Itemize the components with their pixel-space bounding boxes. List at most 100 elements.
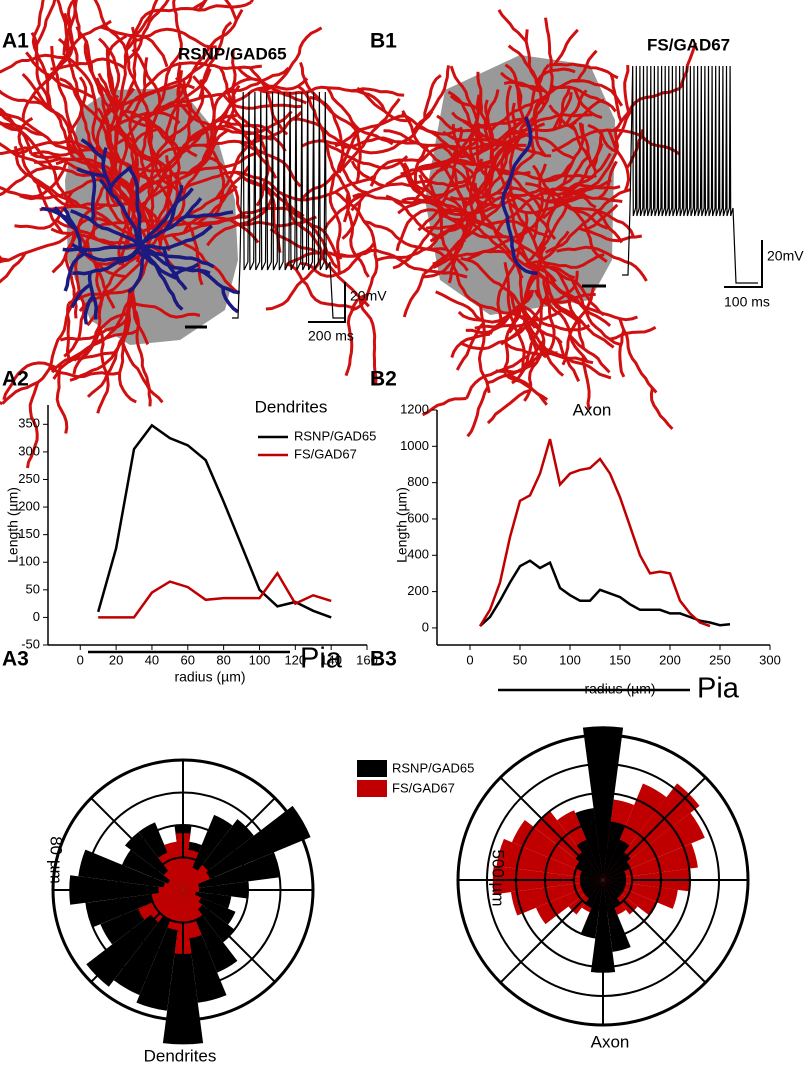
neurite <box>236 66 307 105</box>
rose-sector <box>183 805 311 890</box>
neurite <box>2 361 57 401</box>
panel-label: A2 <box>2 368 29 391</box>
neurite <box>127 248 147 294</box>
x-axis-label: radius (µm) <box>174 669 245 685</box>
polar-spoke <box>90 797 161 868</box>
x-tick-label: 100 <box>249 652 271 667</box>
neurite <box>553 28 579 66</box>
neurite <box>33 0 57 49</box>
neurite <box>541 270 579 303</box>
rose-sector <box>150 890 183 903</box>
neurite <box>91 178 110 237</box>
neurite <box>55 363 69 434</box>
neurite <box>411 65 451 134</box>
neurite <box>623 65 631 113</box>
neurite <box>0 146 31 155</box>
neurite <box>128 168 143 246</box>
neurite <box>402 273 426 318</box>
y-tick-label: 250 <box>18 471 40 486</box>
neurite <box>72 0 82 39</box>
neurite <box>570 279 621 346</box>
neurite <box>352 193 442 205</box>
panel-label: A1 <box>2 30 29 53</box>
neurite <box>139 224 214 250</box>
neurite <box>337 163 369 195</box>
neurite <box>618 329 626 378</box>
a1-scale-t: 200 ms <box>308 328 354 344</box>
neurite <box>413 144 430 185</box>
neurite <box>392 207 459 270</box>
neurite <box>358 297 378 384</box>
y-tick-label: -50 <box>21 636 40 651</box>
neurite <box>573 87 603 120</box>
rose-sector <box>585 880 603 907</box>
neurite <box>329 249 468 279</box>
neurite <box>423 74 442 119</box>
neurite <box>501 116 533 241</box>
legend-swatch <box>357 760 387 777</box>
neurite <box>429 187 543 243</box>
neurite <box>158 66 290 110</box>
neurite <box>558 185 623 203</box>
neurite <box>337 128 362 174</box>
rose-sector <box>584 880 603 899</box>
neurite <box>597 160 618 200</box>
neurite <box>180 111 303 152</box>
neurite <box>185 210 234 219</box>
neurite <box>299 61 362 183</box>
rose-sector <box>580 880 603 889</box>
rose-sector <box>183 890 203 920</box>
neurite <box>325 142 409 170</box>
neurite <box>523 253 605 269</box>
neurite <box>170 61 182 146</box>
neurite <box>555 270 586 350</box>
neurite <box>350 182 415 212</box>
neurite <box>26 381 40 469</box>
x-tick-label: 120 <box>284 652 306 667</box>
neurite <box>385 194 444 240</box>
y-tick-label: 1000 <box>400 438 429 453</box>
neurite <box>86 289 133 398</box>
rose-sector <box>603 877 627 883</box>
neurite <box>90 173 97 222</box>
neurite <box>466 386 490 438</box>
rose-sector <box>603 880 621 907</box>
neurite <box>55 157 150 243</box>
rose-sector <box>183 890 203 910</box>
neurite <box>138 244 184 311</box>
polar-spoke <box>499 776 584 861</box>
a1-title: RSNP/GAD65 <box>178 44 287 63</box>
neurite <box>508 189 587 215</box>
neurite <box>495 233 605 317</box>
neurite <box>412 158 531 204</box>
x-tick-label: 0 <box>77 652 84 667</box>
neurite <box>147 0 183 119</box>
rose-sector <box>183 867 198 890</box>
y-tick-label: 200 <box>407 583 429 598</box>
rose-sector <box>183 887 200 893</box>
neurite <box>100 25 169 68</box>
bottom-label: Axon <box>591 1032 630 1051</box>
neurite <box>556 338 581 382</box>
x-tick-label: 250 <box>709 652 731 667</box>
neurite <box>203 143 226 216</box>
rose-sector <box>138 890 183 920</box>
rose-sector <box>164 841 183 890</box>
panel-label: A3 <box>2 648 29 671</box>
neurite <box>96 107 116 184</box>
neurite <box>560 201 609 230</box>
neurite <box>285 262 357 310</box>
neurite <box>486 388 531 425</box>
neurite <box>569 334 611 374</box>
neurite <box>524 29 550 96</box>
x-tick-label: 200 <box>659 652 681 667</box>
neurite <box>486 361 538 385</box>
neurite <box>607 129 631 192</box>
series-line <box>479 559 731 628</box>
b1-trace <box>622 65 758 284</box>
neurite <box>98 178 142 246</box>
neurite <box>503 80 545 93</box>
a1-trace <box>232 91 345 319</box>
y-tick-label: 50 <box>26 581 40 596</box>
y-tick-label: 0 <box>422 619 429 634</box>
